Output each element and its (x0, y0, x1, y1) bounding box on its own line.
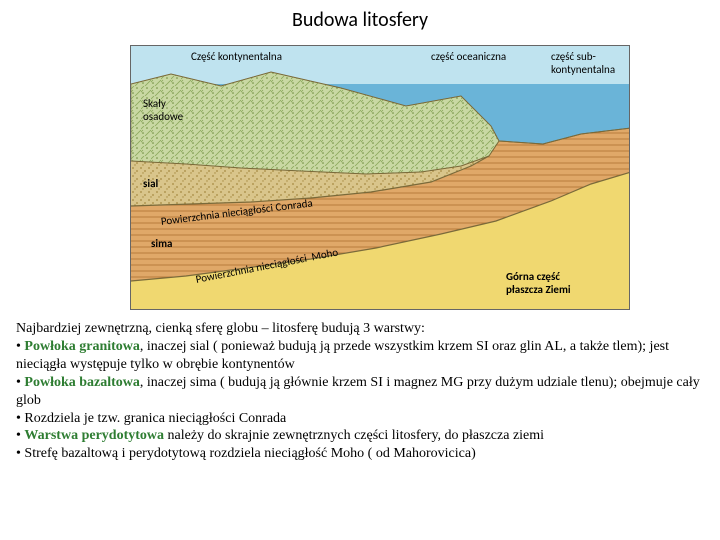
intro-line: Najbardziej zewnętrzną, cienką sferę glo… (16, 320, 704, 338)
label-subcontinental: część sub- kontynentalna (551, 51, 615, 76)
label-sedimentary: Skały osadowe (143, 98, 183, 123)
label-oceanic: część oceaniczna (431, 51, 506, 64)
bullet-conrad: • Rozdziela je tzw. granica nieciągłości… (16, 410, 704, 428)
page-title: Budowa litosfery (0, 0, 720, 32)
label-sial: sial (143, 178, 158, 191)
bullet-granite: • Powłoka granitowa, inaczej sial ( poni… (16, 338, 704, 374)
bullet-basalt: • Powłoka bazaltowa, inaczej sima ( budu… (16, 374, 704, 410)
lithosphere-diagram: Część kontynentalna część oceaniczna czę… (130, 45, 630, 310)
label-upper-mantle: Górna część płaszcza Ziemi (506, 271, 571, 296)
bullet-peridotite: • Warstwa perydotytowa należy do skrajni… (16, 427, 704, 445)
description-text: Najbardziej zewnętrzną, cienką sferę glo… (16, 320, 704, 463)
label-sima: sima (151, 238, 172, 251)
bullet-moho: • Strefę bazaltową i perydotytową rozdzi… (16, 445, 704, 463)
label-continental: Część kontynentalna (191, 51, 282, 64)
